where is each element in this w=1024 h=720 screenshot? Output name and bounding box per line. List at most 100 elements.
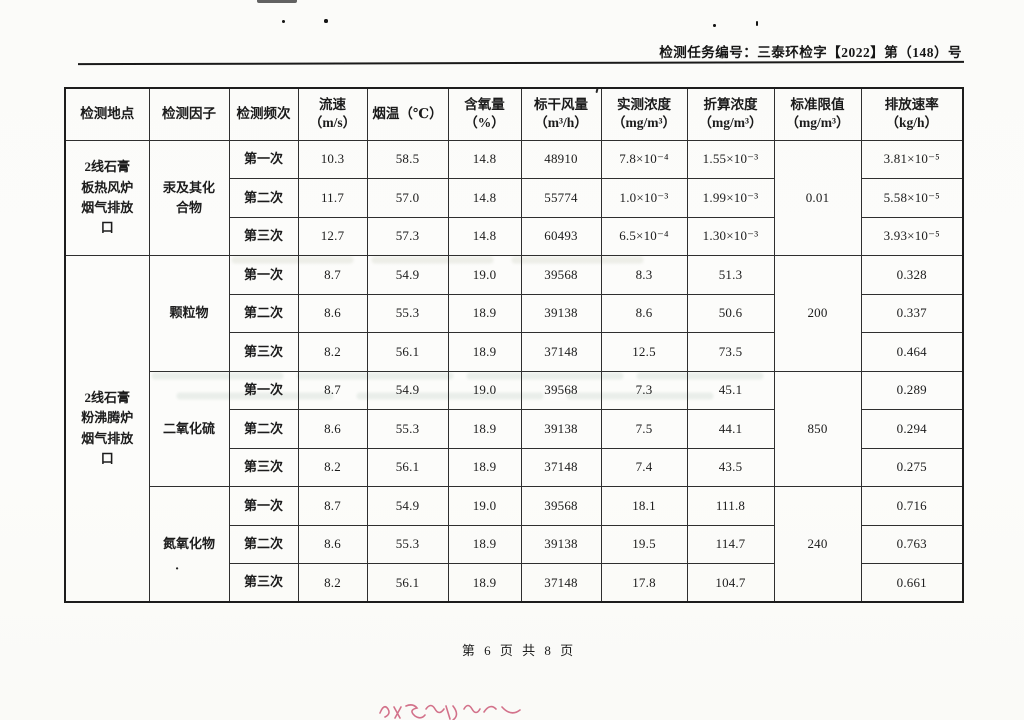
value-cell: 19.0: [447, 255, 522, 295]
value-cell: 111.8: [686, 486, 775, 526]
frequency-cell: 第二次: [228, 178, 299, 218]
table-row: 第二次 8.6 55.3 18.9 39138 19.5 114.7 0.763: [65, 524, 964, 564]
value-cell: 56.1: [366, 563, 449, 603]
task-number-header: 检测任务编号：三泰环检字【2022】第（148）号: [659, 45, 962, 60]
col-header-dry-airflow: 标干风量 （m³/h）: [520, 87, 602, 141]
col-header-oxygen: 含氧量 （%）: [447, 87, 522, 141]
rate-cell: 0.716: [860, 486, 964, 526]
value-cell: 8.2: [297, 563, 368, 603]
table-row: 第三次 8.2 56.1 18.9 37148 7.4 43.5 0.275: [65, 447, 964, 487]
value-cell: 39568: [520, 370, 602, 410]
value-cell: 8.3: [600, 255, 688, 295]
frequency-cell: 第二次: [228, 293, 299, 333]
value-cell: 7.8×10⁻⁴: [600, 139, 688, 179]
value-cell: 43.5: [686, 447, 775, 487]
value-cell: 58.5: [366, 139, 449, 179]
table-row: 第三次 12.7 57.3 14.8 60493 6.5×10⁻⁴ 1.30×10⁻³ 3.9…: [65, 216, 964, 256]
frequency-cell: 第一次: [228, 486, 299, 526]
value-cell: 19.0: [447, 486, 522, 526]
col-header-factor: 检测因子: [148, 87, 230, 141]
value-cell: 37148: [520, 447, 602, 487]
value-cell: 54.9: [366, 370, 449, 410]
rate-cell: 3.81×10⁻⁵: [860, 139, 964, 179]
value-cell: 56.1: [366, 447, 449, 487]
table-row: 2线石膏 粉沸腾炉 烟气排放 口颗粒物 第一次 8.7 54.9 19.0 39568 8.…: [64, 255, 964, 603]
rate-cell: 0.328: [860, 255, 964, 295]
header-rule: [77, 60, 965, 66]
limit-cell: 200: [773, 255, 862, 372]
value-cell: 8.6: [600, 293, 688, 333]
table-row: 氮氧化物 · 第一次 8.7 54.9 19.0 39568 18.1 111.8 240 0.71…: [65, 486, 964, 603]
value-cell: 45.1: [686, 370, 775, 410]
value-cell: 12.7: [297, 216, 368, 256]
col-header-emission-rate: 排放速率 （kg/h）: [860, 87, 964, 141]
value-cell: 7.3: [600, 370, 688, 410]
scan-speck: [324, 19, 328, 23]
factor-name: 汞及其化 合物: [162, 179, 215, 215]
value-cell: 57.0: [366, 178, 449, 218]
frequency-cell: 第三次: [228, 447, 299, 487]
value-cell: 18.9: [447, 293, 522, 333]
monitoring-results-table: 检测地点 检测因子 检测频次 流速 （m/s） 烟温（℃） 含氧量 （%） 标干…: [64, 87, 964, 603]
col-header-converted-conc: 折算浓度 （mg/m³）: [686, 87, 775, 141]
value-cell: 51.3: [686, 255, 775, 295]
rate-cell: 0.289: [860, 370, 964, 410]
frequency-cell: 第一次: [228, 139, 299, 179]
frequency-cell: 第一次: [228, 255, 299, 295]
value-cell: 104.7: [686, 563, 775, 603]
table-header-row: 检测地点 检测因子 检测频次 流速 （m/s） 烟温（℃） 含氧量 （%） 标干…: [64, 87, 964, 141]
value-cell: 1.55×10⁻³: [686, 139, 775, 179]
factor-name: 氮氧化物: [162, 535, 215, 551]
value-cell: 14.8: [447, 139, 522, 179]
table-row: 二氧化硫 第一次 8.7 54.9 19.0 39568 7.3 45.1 850 0.289: [65, 370, 964, 487]
value-cell: 11.7: [297, 178, 368, 218]
value-cell: 55.3: [366, 409, 449, 449]
rate-cell: 0.464: [860, 332, 964, 372]
value-cell: 8.6: [297, 409, 368, 449]
value-cell: 18.9: [447, 563, 522, 603]
factor-cell: 汞及其化 合物: [148, 139, 230, 256]
value-cell: 18.9: [447, 409, 522, 449]
value-cell: 8.6: [297, 524, 368, 564]
red-handwriting-mark: [379, 704, 521, 720]
rate-cell: 0.763: [860, 524, 964, 564]
limit-cell: 850: [773, 370, 862, 487]
value-cell: 56.1: [366, 332, 449, 372]
value-cell: 39138: [520, 409, 602, 449]
value-cell: 37148: [520, 332, 602, 372]
stray-dot-mark: ·: [174, 561, 180, 577]
page-number: 第 6 页 共 8 页: [461, 643, 577, 658]
value-cell: 39138: [520, 524, 602, 564]
value-cell: 39568: [520, 255, 602, 295]
rate-cell: 0.294: [860, 409, 964, 449]
scan-speck: [756, 21, 758, 26]
value-cell: 7.5: [600, 409, 688, 449]
table-row: 第三次 8.2 56.1 18.9 37148 17.8 104.7 0.661: [65, 563, 964, 603]
value-cell: 18.9: [447, 524, 522, 564]
limit-cell: 240: [773, 486, 862, 603]
value-cell: 8.2: [297, 332, 368, 372]
table-body: 2线石膏 板热风炉 烟气排放 口汞及其化 合物 第一次 10.3 58.5 14.8 48…: [64, 139, 964, 603]
value-cell: 54.9: [366, 255, 449, 295]
rate-cell: 5.58×10⁻⁵: [860, 178, 964, 218]
value-cell: 55.3: [366, 293, 449, 333]
value-cell: 19.0: [447, 370, 522, 410]
factor-name: 颗粒物: [169, 305, 209, 321]
value-cell: 14.8: [447, 178, 522, 218]
table-row: 第三次 8.2 56.1 18.9 37148 12.5 73.5 0.464: [65, 332, 964, 372]
value-cell: 14.8: [447, 216, 522, 256]
value-cell: 1.30×10⁻³: [686, 216, 775, 256]
value-cell: 55.3: [366, 524, 449, 564]
value-cell: 8.2: [297, 447, 368, 487]
location-cell: 2线石膏 板热风炉 烟气排放 口: [64, 139, 150, 256]
table-row: 第二次 8.6 55.3 18.9 39138 7.5 44.1 0.294: [65, 409, 964, 449]
value-cell: 8.7: [297, 255, 368, 295]
value-cell: 50.6: [686, 293, 775, 333]
value-cell: 10.3: [297, 139, 368, 179]
col-header-flue-temp: 烟温（℃）: [366, 87, 449, 141]
factor-cell: 二氧化硫: [148, 370, 230, 487]
value-cell: 8.7: [297, 486, 368, 526]
value-cell: 1.0×10⁻³: [600, 178, 688, 218]
scan-speck: [282, 20, 285, 23]
